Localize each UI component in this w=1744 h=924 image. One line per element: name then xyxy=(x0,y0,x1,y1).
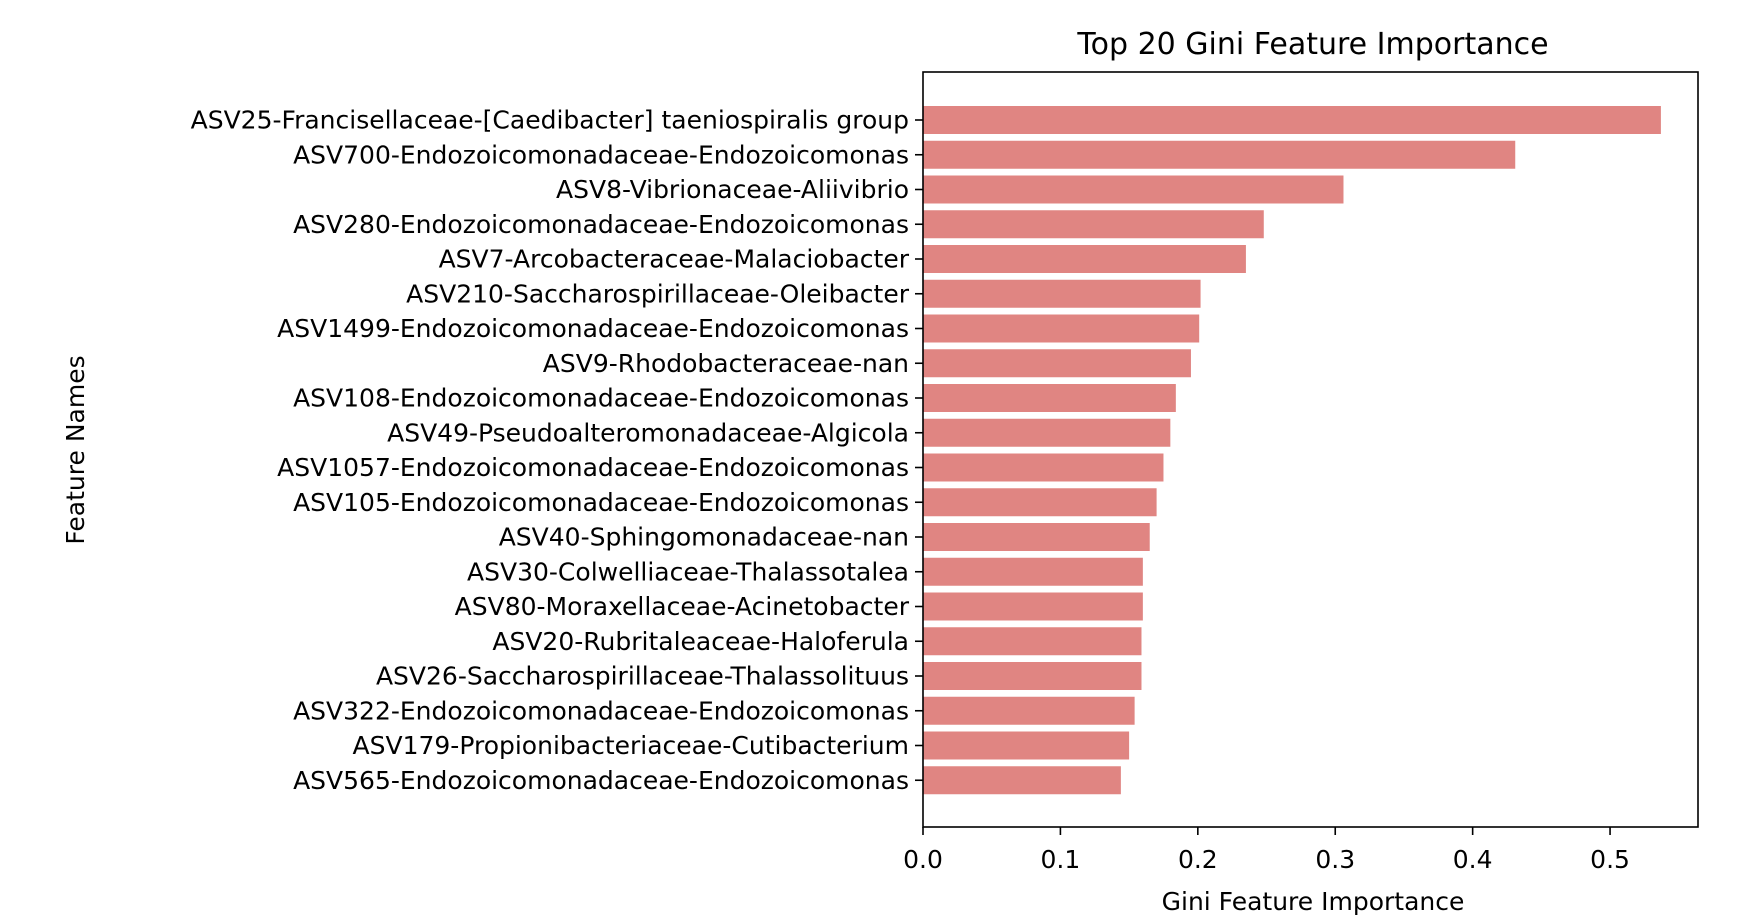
bar-20 xyxy=(923,766,1121,795)
y-tick-label: ASV8-Vibrionaceae-Aliivibrio xyxy=(556,175,909,204)
y-tick-label: ASV1499-Endozoicomonadaceae-Endozoicomon… xyxy=(277,314,909,343)
y-axis-ticks: ASV25-Francisellaceae-[Caedibacter] taen… xyxy=(191,106,923,795)
bar-17 xyxy=(923,662,1142,690)
bar-9 xyxy=(923,384,1176,412)
y-tick-label: ASV40-Sphingomonadaceae-nan xyxy=(499,523,909,552)
x-axis-label: Gini Feature Importance xyxy=(1162,887,1465,916)
bar-12 xyxy=(923,488,1157,517)
bar-19 xyxy=(923,731,1130,760)
bar-18 xyxy=(923,696,1135,725)
y-tick-label: ASV700-Endozoicomonadaceae-Endozoicomona… xyxy=(293,140,909,169)
plot-frame xyxy=(922,71,1699,828)
bar-3 xyxy=(923,175,1344,204)
y-tick-label: ASV20-Rubritaleaceae-Haloferula xyxy=(492,627,909,656)
bars-group xyxy=(923,106,1661,795)
bar-10 xyxy=(923,418,1171,447)
x-axis-ticks: 0.0 0.1 0.2 0.3 0.4 0.5 xyxy=(903,827,1630,874)
bar-13 xyxy=(923,523,1150,551)
x-tick-label: 0.4 xyxy=(1453,845,1493,874)
y-axis-label: Feature Names xyxy=(61,355,90,544)
y-tick-label: ASV280-Endozoicomonadaceae-Endozoicomona… xyxy=(293,210,909,239)
y-tick-label: ASV210-Saccharospirillaceae-Oleibacter xyxy=(406,279,910,308)
x-tick-label: 0.1 xyxy=(1041,845,1081,874)
bar-16 xyxy=(923,627,1142,656)
y-tick-label: ASV9-Rhodobacteraceae-nan xyxy=(543,349,909,378)
bar-5 xyxy=(923,245,1246,273)
y-tick-label: ASV7-Arcobacteraceae-Malaciobacter xyxy=(439,245,910,274)
y-tick-label: ASV26-Saccharospirillaceae-Thalassolituu… xyxy=(376,662,909,691)
x-tick-label: 0.5 xyxy=(1590,845,1630,874)
bar-15 xyxy=(923,592,1143,621)
chart-title: Top 20 Gini Feature Importance xyxy=(1076,27,1548,62)
y-tick-label: ASV105-Endozoicomonadaceae-Endozoicomona… xyxy=(293,488,909,517)
bar-7 xyxy=(923,314,1200,343)
y-tick-label: ASV108-Endozoicomonadaceae-Endozoicomona… xyxy=(293,384,909,413)
y-tick-label: ASV322-Endozoicomonadaceae-Endozoicomona… xyxy=(293,696,909,725)
bar-6 xyxy=(923,279,1201,308)
bar-8 xyxy=(923,349,1191,378)
y-tick-label: ASV80-Moraxellaceae-Acinetobacter xyxy=(455,592,910,621)
bar-11 xyxy=(923,453,1164,482)
y-tick-label: ASV179-Propionibacteriaceae-Cutibacteriu… xyxy=(353,731,909,760)
bar-1 xyxy=(923,106,1661,134)
bar-14 xyxy=(923,557,1143,586)
y-tick-label: ASV30-Colwelliaceae-Thalassotalea xyxy=(467,557,909,586)
bar-2 xyxy=(923,140,1516,169)
x-tick-label: 0.0 xyxy=(903,845,943,874)
y-tick-label: ASV49-Pseudoalteromonadaceae-Algicola xyxy=(387,418,909,447)
x-tick-label: 0.2 xyxy=(1178,845,1218,874)
y-tick-label: ASV1057-Endozoicomonadaceae-Endozoicomon… xyxy=(277,453,909,482)
bar-4 xyxy=(923,210,1264,239)
y-tick-label: ASV565-Endozoicomonadaceae-Endozoicomona… xyxy=(293,766,909,795)
y-tick-label: ASV25-Francisellaceae-[Caedibacter] taen… xyxy=(191,106,909,135)
x-tick-label: 0.3 xyxy=(1315,845,1355,874)
